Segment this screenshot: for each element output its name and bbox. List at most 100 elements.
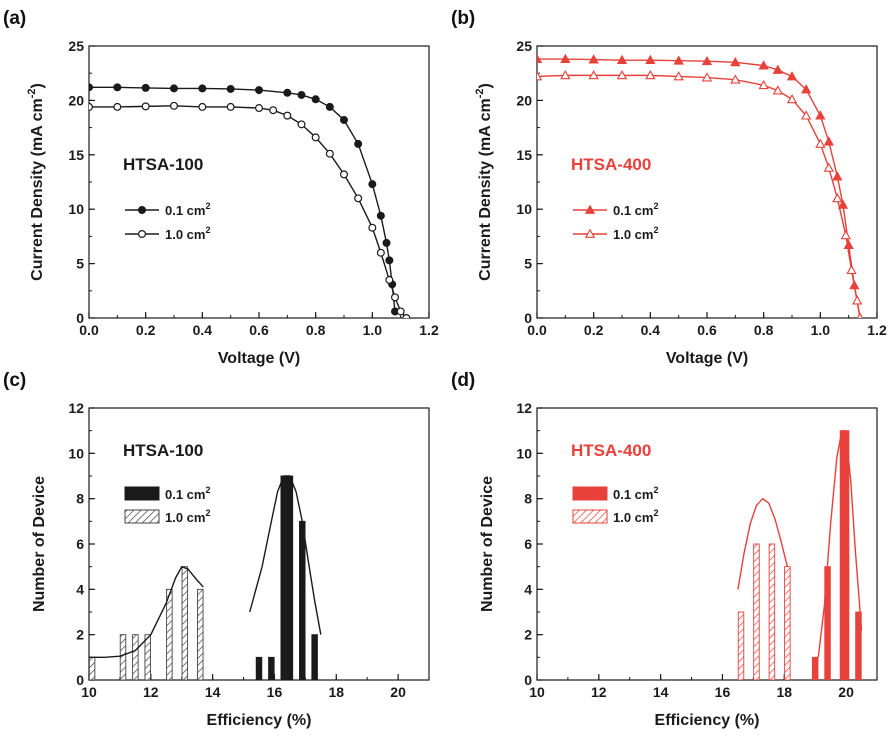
legend-swatch (572, 486, 608, 501)
y-tick-label: 4 (524, 581, 532, 597)
data-point (255, 104, 264, 113)
data-point (170, 84, 179, 93)
data-point (368, 223, 377, 232)
data-point (311, 95, 320, 104)
legend-marker (584, 204, 596, 214)
bar (299, 520, 306, 680)
gaussian-fit-line (249, 475, 322, 635)
data-point (852, 295, 863, 305)
data-point (815, 138, 826, 148)
series-0 (249, 475, 322, 680)
data-point (588, 54, 599, 64)
y-tick-label: 6 (524, 536, 532, 552)
data-point (772, 85, 783, 95)
data-point (325, 149, 334, 158)
y-tick-label: 15 (68, 147, 84, 163)
panel-c: (c) 10 12 14 16 18 20 0 2 4 6 8 10 12 Efficiency (%) Nu… (3, 370, 430, 729)
legend-item: 0.1 cm2 (572, 485, 659, 502)
data-point (616, 70, 628, 80)
bar (280, 475, 287, 680)
data-point (141, 102, 150, 111)
y-tick-label: 15 (516, 147, 532, 163)
bar (855, 611, 862, 680)
data-point (832, 192, 843, 203)
data-point (340, 170, 349, 179)
data-point (537, 53, 543, 63)
bar (784, 566, 791, 680)
series-1 (89, 565, 204, 680)
data-point (823, 136, 834, 146)
x-axis-title: Voltage (V) (666, 350, 748, 367)
data-point (89, 102, 93, 111)
series-1 (537, 70, 863, 318)
x-axis-title: Efficiency (%) (207, 712, 312, 729)
x-tick-label: 10 (529, 684, 545, 700)
bar (737, 611, 745, 680)
y-tick-label: 10 (516, 201, 532, 217)
x-tick-label: 0.2 (584, 322, 604, 338)
legend-label: 0.1 cm2 (165, 201, 211, 218)
y-tick-label: 10 (516, 445, 532, 461)
data-point (141, 83, 150, 92)
x-tick-label: 0.0 (527, 322, 547, 338)
data-point (376, 211, 385, 220)
series-line (89, 105, 407, 318)
x-axis-title: Voltage (V) (218, 350, 300, 367)
gaussian-fit-line (89, 565, 204, 659)
data-point (385, 256, 394, 265)
gaussian-fit-line (817, 432, 863, 658)
data-point (537, 71, 543, 81)
plot-area (89, 475, 322, 680)
data-point (560, 70, 571, 80)
data-point (730, 56, 741, 67)
data-point (786, 71, 798, 81)
bar (255, 656, 263, 680)
y-tick-label: 0 (524, 672, 532, 688)
legend-label: 1.0 cm2 (613, 508, 659, 525)
data-point (837, 199, 849, 209)
data-point (402, 314, 411, 318)
data-point (772, 64, 783, 74)
data-point (758, 60, 769, 70)
series-1 (737, 497, 791, 680)
x-tick-label: 1.2 (419, 322, 439, 338)
data-point (846, 264, 857, 275)
legend-swatch (572, 509, 608, 524)
plot-area (537, 53, 863, 318)
legend: 0.1 cm2 1.0 cm2 (573, 201, 659, 242)
x-tick-label: 0.2 (136, 322, 156, 338)
y-tick-label: 12 (516, 400, 532, 416)
legend: 0.1 cm2 1.0 cm2 (125, 201, 211, 242)
legend-label: 1.0 cm2 (613, 225, 659, 242)
legend-marker (138, 230, 147, 239)
panel-label-a: (a) (3, 8, 26, 29)
data-point (385, 275, 394, 284)
x-tick-label: 14 (653, 684, 669, 700)
y-tick-label: 5 (76, 256, 84, 272)
data-point (311, 133, 320, 142)
data-point (616, 54, 628, 65)
bar (181, 566, 189, 680)
legend: 0.1 cm2 1.0 cm2 (572, 485, 659, 525)
data-point (382, 238, 391, 247)
chart-title: HTSA-400 (571, 441, 651, 460)
x-tick-label: 18 (328, 684, 344, 700)
data-point (857, 312, 863, 318)
data-point (354, 139, 363, 148)
bar (119, 634, 127, 680)
bar (811, 656, 819, 680)
legend-marker (584, 228, 596, 238)
bar (197, 588, 204, 680)
data-point (198, 84, 207, 93)
data-point (645, 54, 656, 65)
bar (132, 634, 139, 680)
data-point (560, 53, 571, 63)
data-point (113, 102, 122, 111)
legend-swatch (124, 509, 160, 524)
data-point (297, 120, 306, 129)
panel-b: (b) 0.0 0.2 0.4 0.6 0.8 1.0 1.2 0 5 10 15 20 25 Voltag… (451, 8, 887, 367)
bar (268, 656, 275, 680)
data-point (832, 171, 843, 181)
data-point (730, 74, 741, 84)
